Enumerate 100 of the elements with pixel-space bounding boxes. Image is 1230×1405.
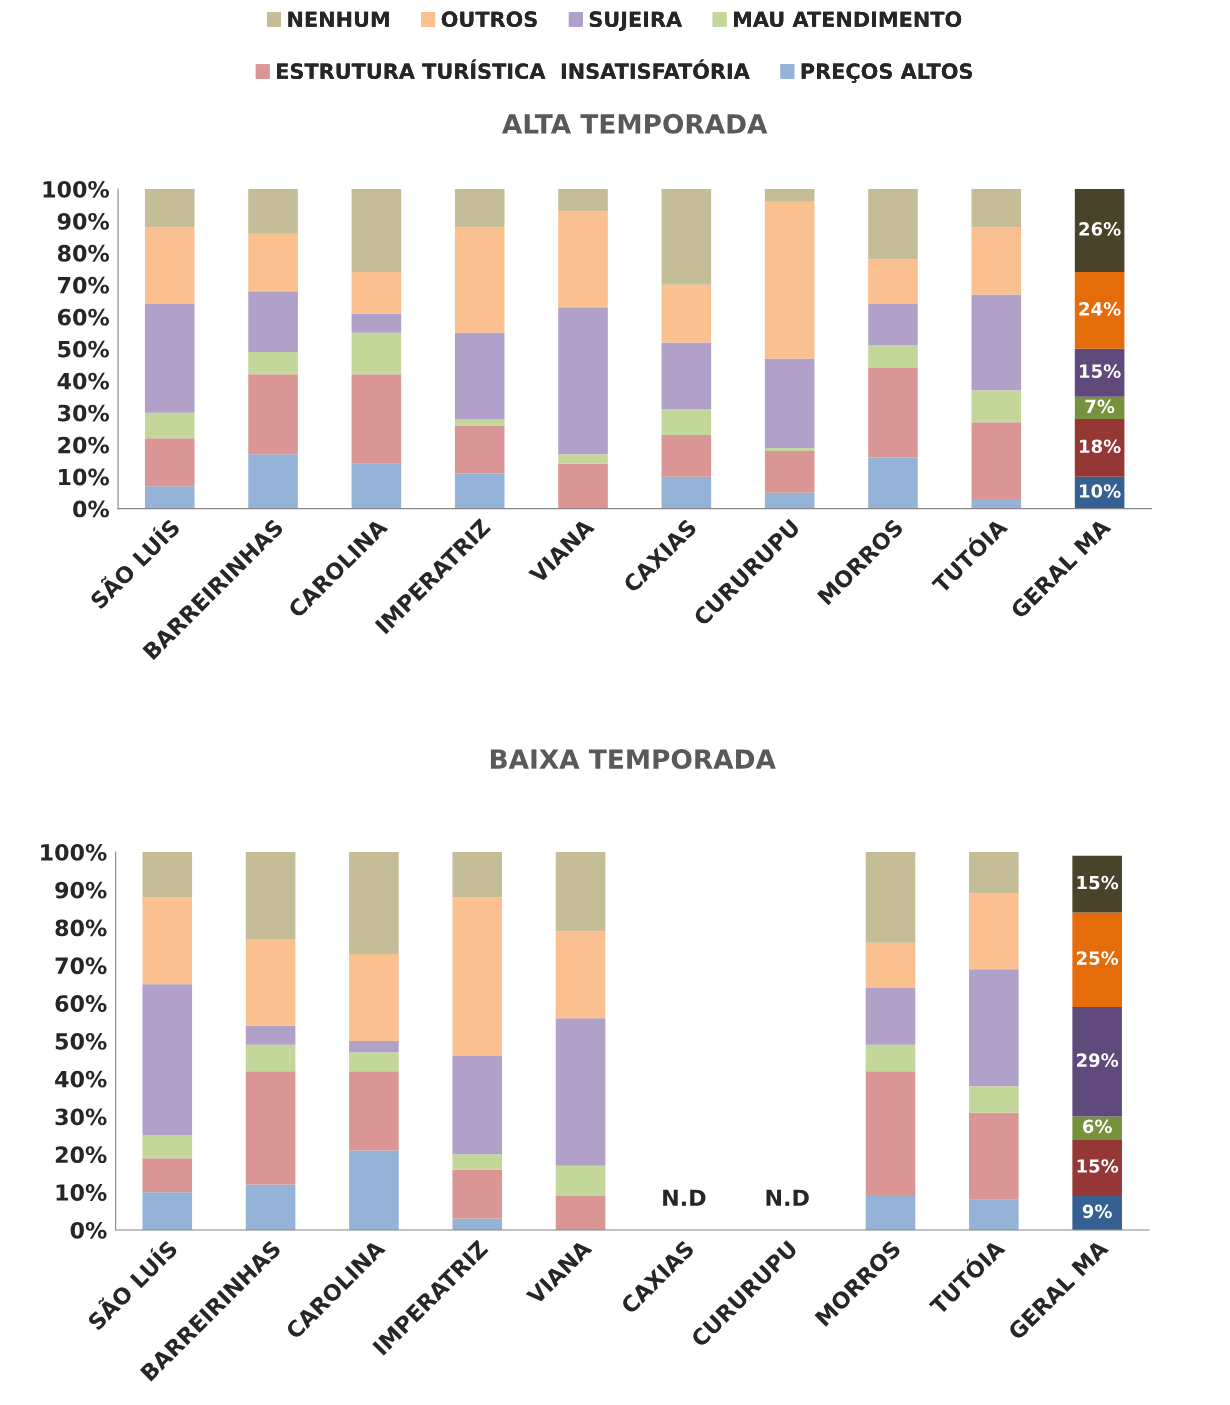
bar [452, 851, 503, 898]
bar [969, 893, 1019, 970]
bar [248, 233, 298, 292]
bar [142, 1158, 193, 1193]
bar [868, 457, 918, 509]
bar [351, 332, 402, 375]
bar [661, 188, 712, 285]
bar [868, 304, 918, 346]
bar [969, 969, 1019, 1087]
bar [349, 1052, 399, 1072]
bar [868, 367, 918, 458]
y-tick-label: 100% [43, 180, 110, 198]
y-tick-label: 0% [73, 500, 110, 518]
bar [764, 358, 815, 448]
bar [558, 454, 608, 464]
bar [865, 1195, 916, 1230]
bar [971, 499, 1022, 509]
annotation: N.D [663, 1189, 706, 1206]
y-tick-label: 70% [58, 276, 110, 294]
y-tick-label: 40% [57, 372, 110, 390]
legend-label: MAU ATENDIMENTO [734, 11, 962, 28]
bar [144, 304, 195, 413]
bar [971, 422, 1022, 500]
data-label: 18% [1080, 439, 1121, 454]
bar [349, 1150, 399, 1230]
bar [351, 374, 402, 464]
bar [142, 851, 193, 898]
y-tick-label: 0% [70, 1221, 107, 1239]
bar [865, 851, 916, 943]
bar [971, 390, 1022, 423]
data-label: 26% [1079, 222, 1121, 236]
data-label: 24% [1079, 302, 1121, 316]
bar [971, 294, 1022, 391]
bar [349, 1040, 399, 1053]
chart-title: ALTA TEMPORADA [502, 113, 768, 134]
y-tick-label: 10% [59, 468, 110, 486]
bar [865, 988, 916, 1045]
bar [248, 374, 298, 455]
bar [248, 291, 298, 352]
bar [349, 1071, 399, 1151]
bar [245, 1071, 296, 1185]
bar [248, 454, 298, 509]
bar [144, 486, 195, 509]
bar [452, 1169, 503, 1219]
bar [764, 188, 815, 202]
y-tick-label: 80% [57, 244, 110, 262]
legend-label: SUJEIRA [589, 11, 683, 31]
data-label: 9% [1082, 1204, 1112, 1219]
bar [661, 284, 712, 343]
bar [142, 984, 193, 1136]
bar [1072, 1006, 1122, 1117]
data-label: 6% [1082, 1119, 1112, 1134]
y-tick-label: 90% [55, 881, 107, 899]
bar [971, 227, 1022, 295]
bar [868, 345, 918, 368]
y-tick-label: 80% [55, 919, 107, 937]
bar [971, 188, 1022, 228]
bar [868, 188, 918, 260]
bar [555, 1195, 606, 1230]
bar [349, 954, 399, 1041]
bar [454, 332, 505, 420]
bar [452, 897, 503, 1057]
bar [245, 938, 296, 1026]
bar [764, 447, 815, 452]
y-tick-label: 70% [55, 957, 107, 975]
chart-title: BAIXA TEMPORADA [490, 749, 776, 770]
bar [865, 1071, 916, 1196]
data-label: 15% [1077, 875, 1119, 890]
y-tick-label: 60% [55, 995, 107, 1012]
bar [245, 1025, 296, 1045]
bar [144, 412, 195, 439]
bar [452, 1154, 503, 1170]
bar [351, 188, 402, 273]
bar [1074, 419, 1125, 477]
bar [764, 201, 815, 359]
bar [454, 419, 505, 426]
y-tick-label: 40% [55, 1070, 107, 1088]
bar [661, 409, 712, 436]
bar [454, 425, 505, 474]
bar [969, 1199, 1019, 1230]
bar [764, 451, 815, 493]
bar [248, 351, 298, 375]
bar [969, 851, 1019, 894]
bar [142, 1192, 193, 1230]
bar [558, 463, 608, 509]
bar [969, 1086, 1019, 1113]
bar [764, 492, 815, 509]
bar [351, 313, 402, 333]
data-label: 15% [1077, 1159, 1119, 1173]
bar [245, 1184, 296, 1230]
bar [454, 227, 505, 333]
bar [452, 1056, 503, 1155]
bar [1072, 912, 1122, 1007]
bar [245, 1044, 296, 1072]
y-tick-label: 60% [57, 308, 110, 326]
bar [661, 342, 712, 410]
bar [661, 435, 712, 477]
bar [144, 227, 195, 305]
bar [865, 1044, 916, 1072]
bar [558, 188, 608, 212]
